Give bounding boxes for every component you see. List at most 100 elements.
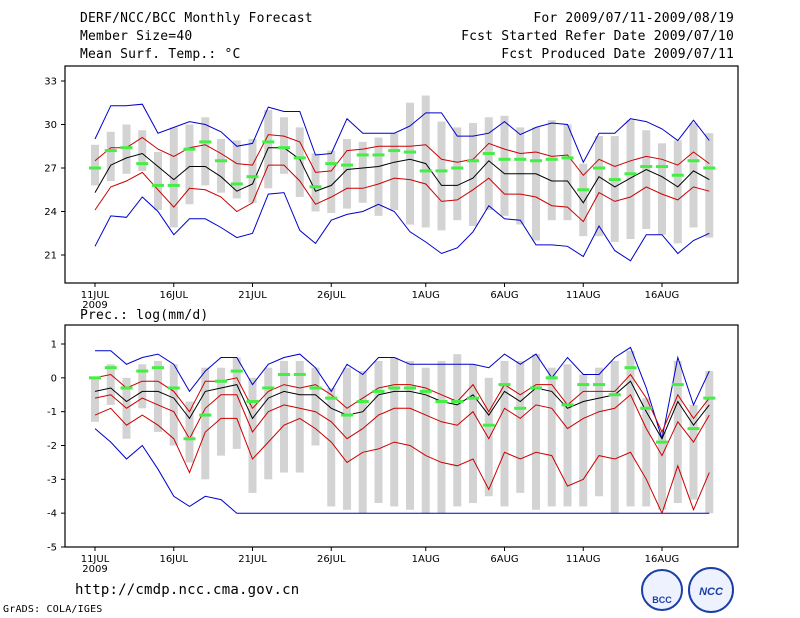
spread-box (169, 127, 178, 228)
median-marker (293, 156, 306, 160)
median-marker (656, 165, 668, 169)
median-marker (435, 169, 448, 173)
x-tick-label: 26JUL (317, 290, 346, 301)
median-marker (545, 376, 558, 380)
lower2-line (94, 407, 710, 515)
median-marker (89, 376, 101, 380)
median-marker (624, 172, 637, 176)
refer-date: Fcst Started Refer Date 2009/07/10 (461, 29, 734, 44)
precipitation-frame (64, 324, 739, 548)
median-marker (435, 400, 448, 404)
median-marker (482, 152, 495, 155)
max-line (94, 103, 710, 164)
spread-box (658, 143, 666, 235)
y-tick-label: 0 (51, 373, 57, 384)
spread-box (516, 127, 525, 225)
x-tick-label: 6AUG (490, 290, 518, 301)
median-marker (498, 157, 511, 161)
max-line (95, 346, 710, 439)
spread-box (154, 152, 162, 211)
median-marker (451, 166, 464, 170)
median-marker (577, 188, 590, 192)
y-tick-label: 30 (44, 120, 57, 131)
spread-box (390, 357, 399, 507)
spread-box (138, 364, 147, 409)
spread-box (248, 139, 257, 203)
spread-box (201, 367, 210, 480)
median-marker (356, 153, 369, 157)
spread-box (610, 136, 619, 242)
spread-box (264, 367, 273, 480)
median-marker (262, 140, 275, 144)
spread-box (626, 350, 635, 507)
variable-label: Mean Surf. Temp.: °C (80, 47, 241, 62)
spread-box (91, 144, 99, 186)
median-marker (152, 366, 164, 370)
spread-box (232, 357, 241, 449)
median-marker (451, 400, 464, 404)
median-marker (482, 423, 495, 427)
spread-box (547, 120, 556, 221)
median-marker (640, 406, 653, 410)
median-marker (467, 159, 479, 163)
precip-label: Prec.: log(mm/d) (80, 308, 209, 323)
spread-box (358, 141, 367, 203)
median-marker (309, 386, 322, 390)
spread-box (280, 360, 288, 473)
median-marker (388, 386, 401, 390)
median-marker (577, 383, 590, 387)
median-marker (104, 366, 117, 370)
temperature-frame (64, 65, 739, 284)
median-marker (341, 413, 353, 417)
median-marker (278, 372, 290, 376)
spread-box (579, 374, 588, 507)
median-marker (419, 169, 432, 173)
upper-line (94, 373, 710, 434)
spread-box (295, 127, 304, 197)
grads-credit: GrADS: COLA/IGES (3, 604, 103, 615)
spread-box (311, 153, 320, 212)
median-marker (325, 162, 338, 166)
spread-box (201, 117, 210, 186)
y-tick-label: -2 (47, 441, 57, 452)
median-marker (530, 159, 542, 163)
median-marker (530, 386, 542, 390)
spread-box (453, 354, 462, 507)
x-tick-sublabel: 2009 (82, 564, 107, 575)
median-marker (167, 183, 180, 187)
spread-box (232, 140, 241, 199)
median-marker (671, 173, 684, 177)
median-marker (404, 386, 416, 390)
median-marker (246, 175, 259, 179)
spread-box (532, 354, 540, 510)
spread-box (248, 377, 257, 493)
median-marker (293, 372, 306, 376)
x-tick-label: 16AUG (645, 554, 680, 565)
spread-box (185, 124, 194, 205)
median-marker (183, 147, 196, 151)
x-tick-label: 11AUG (566, 554, 601, 565)
x-tick-label: 11JUL (81, 290, 110, 301)
median-marker (671, 383, 684, 387)
median-marker (167, 386, 180, 390)
median-marker (325, 396, 338, 400)
spread-box (169, 364, 178, 446)
spread-box (106, 131, 115, 182)
x-tick-label: 11AUG (566, 290, 601, 301)
spread-box (106, 364, 115, 405)
median-marker (278, 146, 290, 150)
median-marker (687, 427, 700, 431)
spread-box (406, 102, 414, 225)
spread-box (343, 139, 351, 209)
median-marker (89, 166, 101, 170)
spread-box (500, 115, 509, 216)
spread-box (327, 150, 336, 213)
source-url[interactable]: http://cmdp.ncc.cma.gov.cn (75, 582, 300, 598)
y-tick-label: -5 (47, 543, 57, 554)
median-marker (152, 183, 164, 187)
bcc-logo-text: BCC (652, 595, 672, 605)
x-tick-sublabel: 2009 (82, 300, 107, 311)
median-marker (215, 379, 227, 383)
